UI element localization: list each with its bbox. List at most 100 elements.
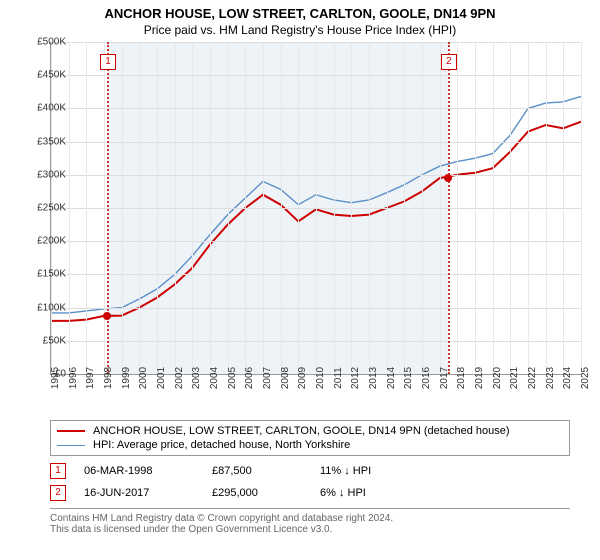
- footer-line-2: This data is licensed under the Open Gov…: [50, 524, 570, 535]
- y-tick-label: £200K: [37, 236, 66, 247]
- x-tick-label: 2009: [297, 367, 308, 389]
- x-tick-label: 2003: [191, 367, 202, 389]
- x-tick-label: 2001: [156, 367, 167, 389]
- grid-v: [528, 42, 529, 374]
- marker-box-inline: 2: [50, 485, 66, 501]
- x-tick-label: 2012: [350, 367, 361, 389]
- y-tick-label: £500K: [37, 37, 66, 48]
- x-tick-label: 2011: [333, 367, 344, 389]
- legend-row: ANCHOR HOUSE, LOW STREET, CARLTON, GOOLE…: [57, 424, 563, 438]
- grid-v: [228, 42, 229, 374]
- page-subtitle: Price paid vs. HM Land Registry's House …: [0, 21, 600, 37]
- transaction-row: 106-MAR-1998£87,50011% ↓ HPI: [50, 460, 570, 482]
- grid-v: [298, 42, 299, 374]
- x-tick-label: 1998: [103, 367, 114, 389]
- x-tick-label: 2016: [421, 367, 432, 389]
- x-tick-label: 2008: [280, 367, 291, 389]
- marker-box: 2: [441, 54, 457, 70]
- y-tick-label: £150K: [37, 269, 66, 280]
- x-tick-label: 2013: [368, 367, 379, 389]
- legend-row: HPI: Average price, detached house, Nort…: [57, 438, 563, 452]
- grid-v: [245, 42, 246, 374]
- grid-v: [546, 42, 547, 374]
- grid-v: [263, 42, 264, 374]
- legend-box: ANCHOR HOUSE, LOW STREET, CARLTON, GOOLE…: [50, 420, 570, 456]
- transaction-row: 2 16-JUN-2017 £295,000 6% ↓ HPI: [50, 482, 570, 504]
- y-tick-label: £300K: [37, 169, 66, 180]
- grid-v: [210, 42, 211, 374]
- x-tick-label: 2015: [403, 367, 414, 389]
- grid-v: [369, 42, 370, 374]
- legend-swatch: [57, 445, 85, 446]
- x-tick-label: 2020: [492, 367, 503, 389]
- y-tick-label: £400K: [37, 103, 66, 114]
- grid-v: [157, 42, 158, 374]
- x-tick-label: 2019: [474, 367, 485, 389]
- x-tick-label: 2006: [244, 367, 255, 389]
- transactions-table: 106-MAR-1998£87,50011% ↓ HPI216-JUN-2017…: [50, 460, 570, 504]
- x-tick-label: 2010: [315, 367, 326, 389]
- marker-box: 1: [100, 54, 116, 70]
- marker-dot: [103, 312, 111, 320]
- x-tick-label: 2007: [262, 367, 273, 389]
- x-tick-label: 2000: [138, 367, 149, 389]
- grid-v: [510, 42, 511, 374]
- legend-swatch: [57, 430, 85, 432]
- txn-price: £295,000: [212, 487, 302, 499]
- txn-diff: 11% ↓ HPI: [320, 465, 371, 477]
- x-tick-label: 1996: [68, 367, 79, 389]
- grid-v: [334, 42, 335, 374]
- grid-v: [581, 42, 582, 374]
- y-tick-label: £250K: [37, 203, 66, 214]
- x-tick-label: 2017: [439, 367, 450, 389]
- x-tick-label: 2018: [456, 367, 467, 389]
- grid-v: [69, 42, 70, 374]
- marker-dot: [444, 174, 452, 182]
- x-tick-label: 2025: [580, 367, 591, 389]
- txn-date: 06-MAR-1998: [84, 465, 194, 477]
- x-tick-label: 1999: [121, 367, 132, 389]
- x-tick-label: 1997: [85, 367, 96, 389]
- footer-attribution: Contains HM Land Registry data © Crown c…: [50, 508, 570, 535]
- grid-v: [440, 42, 441, 374]
- x-tick-label: 2002: [174, 367, 185, 389]
- y-tick-label: £100K: [37, 302, 66, 313]
- grid-v: [175, 42, 176, 374]
- y-tick-label: £350K: [37, 136, 66, 147]
- footer-line-1: Contains HM Land Registry data © Crown c…: [50, 513, 570, 524]
- legend-label: HPI: Average price, detached house, Nort…: [93, 439, 350, 451]
- page-title: ANCHOR HOUSE, LOW STREET, CARLTON, GOOLE…: [0, 0, 600, 21]
- y-tick-label: £50K: [43, 335, 66, 346]
- grid-v: [493, 42, 494, 374]
- x-tick-label: 1995: [50, 367, 61, 389]
- chart-plot-area: 12: [50, 42, 581, 375]
- legend-label: ANCHOR HOUSE, LOW STREET, CARLTON, GOOLE…: [93, 425, 510, 437]
- grid-v: [457, 42, 458, 374]
- grid-v: [563, 42, 564, 374]
- x-tick-label: 2021: [509, 367, 520, 389]
- x-tick-label: 2023: [545, 367, 556, 389]
- marker-line: [448, 42, 450, 374]
- x-tick-label: 2004: [209, 367, 220, 389]
- grid-v: [475, 42, 476, 374]
- grid-v: [104, 42, 105, 374]
- grid-v: [139, 42, 140, 374]
- txn-date: 16-JUN-2017: [84, 487, 194, 499]
- grid-v: [422, 42, 423, 374]
- y-tick-label: £450K: [37, 70, 66, 81]
- x-tick-label: 2005: [227, 367, 238, 389]
- txn-price: £87,500: [212, 465, 302, 477]
- marker-line: [107, 42, 109, 374]
- grid-v: [192, 42, 193, 374]
- grid-v: [281, 42, 282, 374]
- grid-v: [316, 42, 317, 374]
- txn-diff: 6% ↓ HPI: [320, 487, 366, 499]
- grid-v: [404, 42, 405, 374]
- x-tick-label: 2022: [527, 367, 538, 389]
- chart-container: ANCHOR HOUSE, LOW STREET, CARLTON, GOOLE…: [0, 0, 600, 560]
- grid-v: [351, 42, 352, 374]
- x-tick-label: 2014: [386, 367, 397, 389]
- grid-v: [122, 42, 123, 374]
- x-tick-label: 2024: [562, 367, 573, 389]
- grid-v: [387, 42, 388, 374]
